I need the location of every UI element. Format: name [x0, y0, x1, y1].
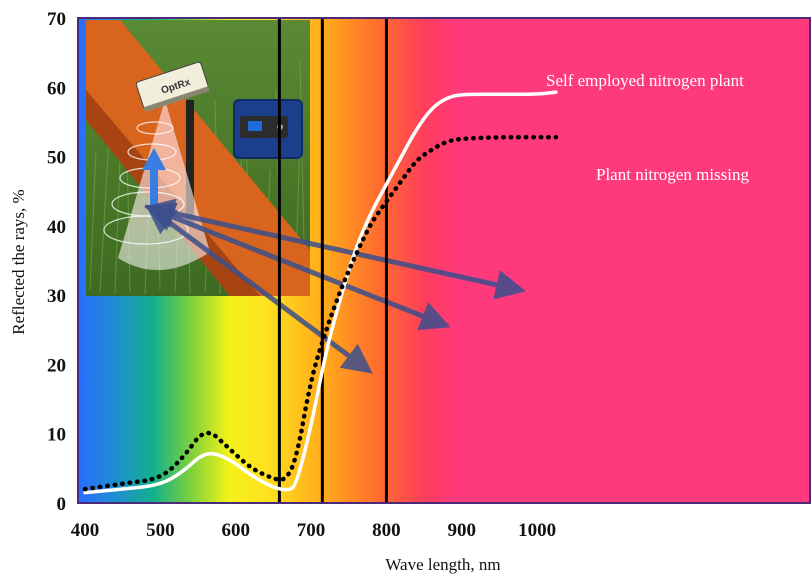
cone-up-arrow — [142, 148, 166, 210]
y-tick-label: 20 — [47, 355, 66, 376]
y-tick-label: 60 — [47, 78, 66, 99]
y-tick-label: 30 — [47, 286, 66, 307]
x-tick-label: 1000 — [518, 520, 556, 541]
sensor-inset-photo: OptRx — [86, 20, 310, 296]
x-tick-label: 600 — [221, 520, 250, 541]
sensor-pole — [186, 100, 194, 225]
y-axis-ticks: 0 10 20 30 40 50 60 70 — [47, 9, 66, 515]
reflection-arrows — [144, 198, 526, 374]
infrared-band — [455, 18, 810, 503]
series-line-self-employed-nitrogen-plant — [83, 90, 558, 495]
reflection-arrow — [145, 204, 373, 374]
x-tick-label: 800 — [372, 520, 401, 541]
x-tick-label: 900 — [448, 520, 477, 541]
x-axis-ticks: 400 500 600 700 800 900 1000 — [71, 520, 556, 541]
x-tick-label: 700 — [297, 520, 326, 541]
band-divider-lines — [277, 18, 388, 503]
y-tick-label: 50 — [47, 148, 66, 169]
x-tick-label: 400 — [71, 520, 100, 541]
y-tick-label: 70 — [47, 9, 66, 30]
x-axis-label: Wave length, nm — [385, 555, 500, 574]
y-tick-label: 10 — [47, 425, 66, 446]
sensor-device: OptRx — [135, 61, 210, 113]
annotation-nitrogen-missing: Plant nitrogen missing — [596, 165, 750, 184]
controller-box — [233, 99, 303, 159]
plot-frame — [77, 17, 811, 504]
y-axis-label: Reflected the rays, % — [9, 189, 28, 334]
series-layer — [82, 90, 559, 495]
y-tick-label: 0 — [57, 494, 67, 515]
y-tick-label: 40 — [47, 217, 66, 238]
annotation-self-employed: Self employed nitrogen plant — [546, 71, 744, 90]
x-tick-label: 500 — [146, 520, 175, 541]
series-line-plant-nitrogen-missing — [82, 134, 559, 492]
